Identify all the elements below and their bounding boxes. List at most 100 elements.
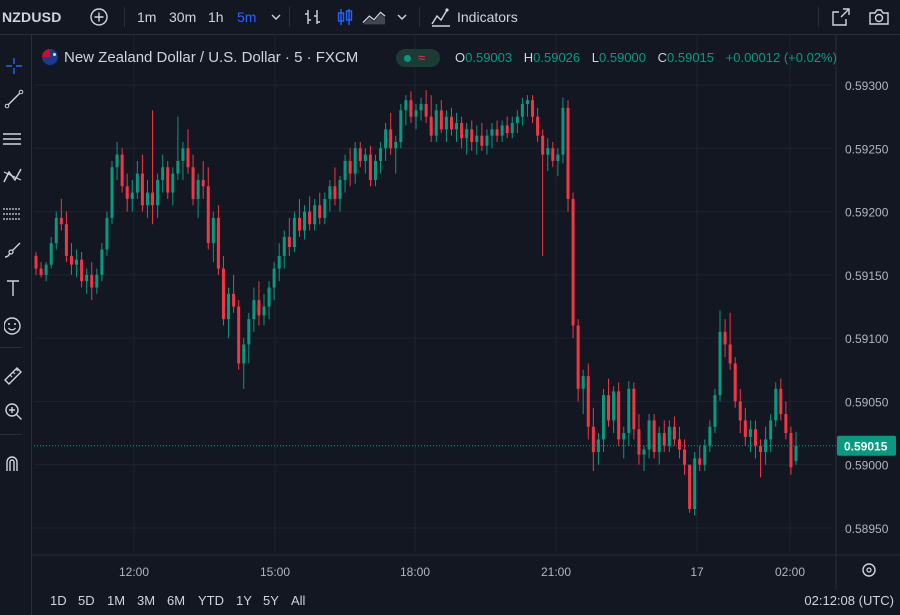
last-price-tag xyxy=(837,435,896,456)
candle xyxy=(232,274,236,313)
range-3m[interactable]: 3M xyxy=(137,593,156,608)
candle xyxy=(748,420,752,453)
candle xyxy=(556,148,560,177)
candle-body xyxy=(105,217,109,250)
range-6m[interactable]: 6M xyxy=(167,593,186,608)
candle-body xyxy=(358,148,362,161)
range-ytd[interactable]: YTD xyxy=(198,593,224,608)
candle xyxy=(287,217,291,256)
candle xyxy=(313,198,317,231)
bar-style-icon[interactable] xyxy=(301,5,325,29)
candle xyxy=(424,90,428,123)
zoom-in-icon[interactable] xyxy=(0,398,28,426)
market-status-pill[interactable]: ≈ xyxy=(396,49,440,67)
legend-title[interactable]: New Zealand Dollar / U.S. Dollar · 5 · F… xyxy=(64,49,359,66)
camera-icon[interactable] xyxy=(867,5,891,29)
candle xyxy=(571,192,575,339)
candle-body xyxy=(135,173,139,193)
candle xyxy=(698,445,702,472)
candle xyxy=(135,160,139,199)
candle xyxy=(490,122,494,149)
y-tick-label: 0.59250 xyxy=(845,142,889,156)
compare-add-icon[interactable] xyxy=(87,5,111,29)
horizontal-lines-icon[interactable] xyxy=(0,125,28,153)
candle xyxy=(181,141,185,180)
candle-body xyxy=(343,160,347,180)
candle-body xyxy=(698,458,702,465)
candle xyxy=(703,439,707,472)
timeframe-30m[interactable]: 30m xyxy=(169,9,197,25)
candle-body xyxy=(667,426,671,446)
candle-body xyxy=(292,217,296,248)
candle xyxy=(475,125,479,155)
candle-body xyxy=(95,274,99,288)
candle xyxy=(753,420,757,459)
candle-body xyxy=(262,306,266,316)
candle-body xyxy=(794,445,798,461)
trendline-icon[interactable] xyxy=(0,85,28,113)
drawing-toolbar xyxy=(0,35,32,615)
timeframe-1h[interactable]: 1h xyxy=(208,9,224,25)
range-1m[interactable]: 1M xyxy=(107,593,126,608)
candle-body xyxy=(297,217,301,231)
candle xyxy=(536,107,540,142)
price-axis[interactable]: 0.59300 0.59250 0.59200 0.59150 0.59100 0.590… xyxy=(845,79,889,536)
area-style-icon[interactable] xyxy=(362,5,386,29)
candle xyxy=(541,129,545,256)
fullscreen-icon[interactable] xyxy=(829,5,853,29)
candle-body xyxy=(110,167,114,218)
magnet-icon[interactable] xyxy=(0,449,28,477)
price-chart[interactable]: 0.59015 0.593000.592500.592000.591500.59… xyxy=(32,35,900,590)
indicators-button[interactable]: Indicators xyxy=(457,9,518,25)
timeframe-chevron-down-icon[interactable] xyxy=(264,5,288,29)
candle-body xyxy=(379,148,383,161)
candle-body xyxy=(389,129,393,149)
candle xyxy=(520,97,524,126)
candle xyxy=(566,100,570,212)
candles-style-icon[interactable] xyxy=(333,5,357,29)
candle-body xyxy=(607,395,611,421)
candle-body xyxy=(490,129,494,136)
text-icon[interactable] xyxy=(0,274,28,302)
chart-settings-gear-icon[interactable] xyxy=(862,563,876,577)
utc-clock[interactable]: 02:12:08 (UTC) xyxy=(804,593,894,608)
candle xyxy=(394,135,398,174)
candle xyxy=(176,116,180,180)
candle-body xyxy=(419,103,423,111)
timeframe-1m[interactable]: 1m xyxy=(137,9,157,25)
range-all[interactable]: All xyxy=(291,593,306,608)
candle xyxy=(59,198,63,231)
candle-body xyxy=(227,293,231,320)
candle xyxy=(44,262,48,282)
candle xyxy=(120,148,124,193)
candle-body xyxy=(308,211,312,225)
range-5d[interactable]: 5D xyxy=(78,593,95,608)
candlestick-series xyxy=(34,90,798,516)
candle xyxy=(505,116,509,139)
timeframe-5m-active[interactable]: 5m xyxy=(237,9,257,25)
candle-body xyxy=(384,129,388,149)
emoji-icon[interactable] xyxy=(0,312,28,340)
chart-legend: New Zealand Dollar / U.S. Dollar · 5 · F… xyxy=(42,47,358,69)
ruler-icon[interactable] xyxy=(0,361,28,389)
candle-body xyxy=(718,331,722,396)
indicators-icon[interactable] xyxy=(429,5,453,29)
time-axis[interactable]: 12:00 15:00 18:00 21:00 17 02:00 xyxy=(119,563,876,579)
toolbar-divider xyxy=(289,7,290,27)
fib-icon[interactable] xyxy=(0,200,28,228)
candle-body xyxy=(683,449,687,465)
range-5y[interactable]: 5Y xyxy=(263,593,279,608)
high-value: 0.59026 xyxy=(533,50,581,65)
crosshair-icon[interactable] xyxy=(0,52,28,80)
chart-type-chevron-down-icon[interactable] xyxy=(390,5,414,29)
range-1y[interactable]: 1Y xyxy=(236,593,252,608)
candle xyxy=(409,91,413,123)
candle xyxy=(242,338,246,389)
candle-body xyxy=(39,268,43,275)
pattern-icon[interactable] xyxy=(0,162,28,190)
symbol-search[interactable]: NZDUSD xyxy=(2,9,62,25)
candle xyxy=(318,192,322,225)
brush-icon[interactable] xyxy=(0,236,28,264)
candle xyxy=(688,464,692,513)
range-1d[interactable]: 1D xyxy=(50,593,67,608)
